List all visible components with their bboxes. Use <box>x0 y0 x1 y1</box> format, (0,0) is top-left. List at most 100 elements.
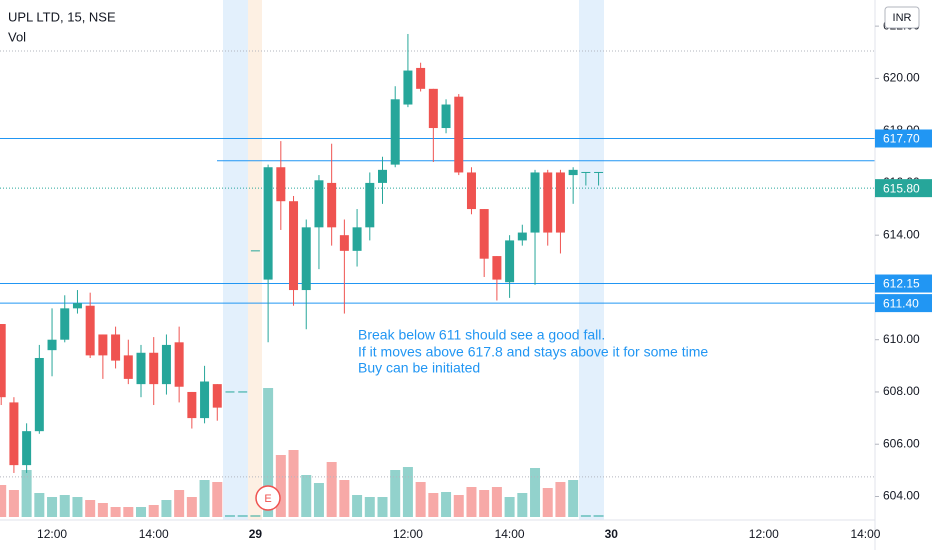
volume-bar <box>199 480 210 517</box>
x-tick-label: 30 <box>605 527 619 541</box>
candle-body <box>517 232 527 241</box>
volume-bar <box>542 488 553 517</box>
candle-body <box>187 391 197 419</box>
price-line-layer <box>0 50 875 478</box>
volume-bar <box>47 497 58 517</box>
volume-bar <box>479 490 490 517</box>
volume-bar <box>136 507 147 517</box>
candle-body <box>85 305 95 356</box>
volume-bar <box>364 497 375 517</box>
volume-bar <box>390 470 401 517</box>
volume-bar <box>530 468 541 517</box>
candle-body <box>441 104 451 129</box>
price-label: 611.40 <box>883 296 919 310</box>
volume-bar <box>263 388 274 517</box>
volume-bar <box>148 505 159 517</box>
price-label: 617.70 <box>883 132 920 146</box>
event-marker[interactable]: E <box>264 493 271 505</box>
candle-body <box>466 172 476 210</box>
candle-body <box>543 172 553 233</box>
price-label-box <box>875 179 932 198</box>
volume-bar <box>466 487 477 517</box>
candle-body <box>136 352 146 385</box>
candle-body <box>22 431 32 466</box>
volume-bar <box>85 500 96 517</box>
price-label: 615.80 <box>883 181 920 195</box>
y-tick-label: 614.00 <box>883 227 920 241</box>
annotation: Break below 611 should see a good fall. <box>358 327 605 343</box>
candle-body <box>289 201 299 291</box>
x-tick-label: 14:00 <box>850 527 880 541</box>
candle-body <box>225 391 235 393</box>
candle-body <box>98 334 108 356</box>
y-tick-label: 604.00 <box>883 489 920 503</box>
volume-bar <box>491 487 502 517</box>
volume-bar <box>313 483 324 517</box>
candle-body <box>0 324 6 398</box>
candle-body <box>250 250 260 252</box>
volume-bar <box>59 495 70 517</box>
volume-bar <box>428 493 439 517</box>
volume-bar <box>568 480 579 517</box>
chart-title: UPL LTD, 15, NSE <box>8 9 116 24</box>
volume-bar <box>34 493 45 517</box>
volume-bar <box>97 503 108 517</box>
volume-bar <box>8 490 19 517</box>
y-tick-label: 620.00 <box>883 71 920 85</box>
volume-bar <box>110 507 121 517</box>
volume-bar <box>237 515 248 517</box>
volume-bar <box>453 495 464 517</box>
volume-bar <box>212 482 223 517</box>
candle-body <box>174 342 184 387</box>
volume-bar <box>250 515 261 517</box>
price-label-box <box>875 274 932 293</box>
event-badge[interactable] <box>255 485 281 511</box>
x-tick-label: 14:00 <box>139 527 169 541</box>
x-tick-label: 29 <box>249 527 263 541</box>
volume-bar <box>555 482 566 517</box>
volume-bar <box>441 492 452 517</box>
candle-body <box>263 167 273 280</box>
annotation: Buy can be initiated <box>358 360 480 376</box>
candle-body <box>314 180 324 228</box>
candle-body <box>505 240 515 283</box>
currency: INR <box>893 12 912 24</box>
volume-bar <box>377 497 388 517</box>
candle-body <box>200 381 210 419</box>
volume-bar <box>0 485 7 517</box>
x-tick-label: 12:00 <box>393 527 423 541</box>
price-label: 612.15 <box>883 277 920 291</box>
volume-bar <box>415 482 426 517</box>
candle-body <box>276 167 286 202</box>
volume-bar <box>275 455 286 517</box>
volume-bar <box>580 515 591 517</box>
volume-bar <box>21 470 32 517</box>
volume-bar <box>504 497 515 517</box>
candle-body <box>479 209 489 259</box>
candle-body <box>454 96 464 173</box>
candle-body <box>378 169 387 183</box>
volume-bar <box>326 462 337 517</box>
volume-layer <box>0 388 604 517</box>
y-tick-label: 608.00 <box>883 384 920 398</box>
candle-body <box>365 182 375 228</box>
candle-body <box>212 384 222 408</box>
candle-body <box>327 182 337 228</box>
volume-bar <box>186 497 197 517</box>
volume-bar <box>517 493 528 517</box>
candle-body <box>72 303 82 309</box>
volume-bar <box>72 497 83 517</box>
candle-body <box>60 308 70 340</box>
volume-bar <box>352 495 363 517</box>
candle-body <box>352 227 362 251</box>
candle-body <box>492 256 502 280</box>
candle-body <box>428 88 438 129</box>
candle-body <box>555 172 565 233</box>
price-label-layer: 617.70 615.80 612.15 611.40 <box>875 129 932 313</box>
candle-body <box>123 355 133 379</box>
session-band <box>579 0 604 520</box>
annotation: If it moves above 617.8 and stays above … <box>358 344 708 360</box>
